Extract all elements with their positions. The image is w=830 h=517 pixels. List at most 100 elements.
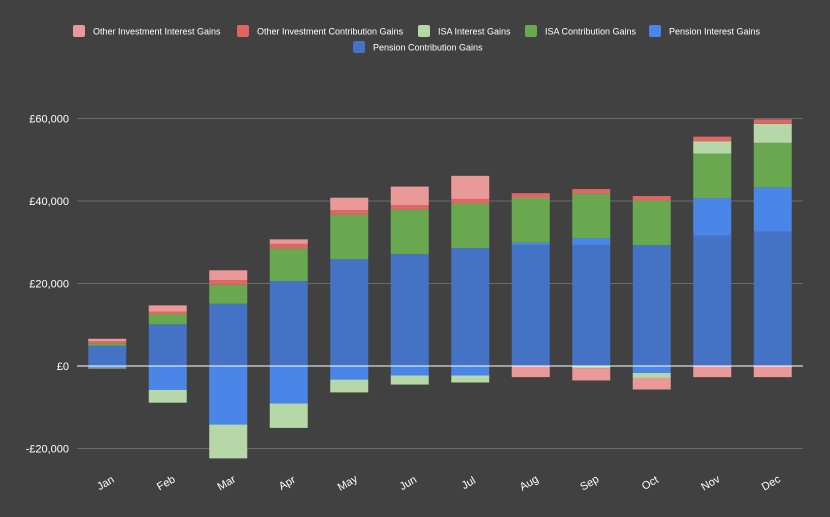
bar-isa-interest-gains-sep — [572, 366, 611, 369]
bar-isa-interest-gains-feb — [148, 389, 187, 403]
bar-pension-contribution-gains-sep — [572, 245, 611, 366]
bar-other-investment-contribution-gains-jan — [88, 341, 127, 344]
bar-isa-contribution-gains-aug — [511, 198, 550, 243]
legend-swatch — [649, 25, 661, 37]
legend-label: Other Investment Interest Gains — [93, 27, 221, 37]
x-category-label: Nov — [699, 473, 722, 493]
legend-item-other-investment-contribution-gains: Other Investment Contribution Gains — [237, 25, 404, 37]
gridlines — [77, 118, 803, 449]
bar-other-investment-interest-gains-aug — [511, 366, 550, 378]
bar-other-investment-contribution-gains-mar — [209, 280, 248, 285]
bar-pension-interest-gains-mar — [209, 366, 248, 425]
bar-other-investment-contribution-gains-aug — [511, 193, 550, 198]
legend-item-isa-interest-gains: ISA Interest Gains — [418, 25, 511, 37]
y-tick-label: £0 — [57, 361, 69, 373]
bar-pension-contribution-gains-apr — [269, 281, 308, 366]
bar-isa-contribution-gains-may — [330, 214, 369, 260]
bar-other-investment-interest-gains-jun — [390, 186, 429, 206]
bar-other-investment-contribution-gains-sep — [572, 189, 611, 194]
x-category-label: Dec — [760, 473, 783, 493]
bar-pension-interest-gains-dec — [753, 187, 792, 232]
bar-pension-contribution-gains-oct — [632, 245, 671, 366]
legend-label: ISA Interest Gains — [438, 27, 511, 37]
x-category-label: Jun — [398, 474, 419, 493]
bar-other-investment-interest-gains-nov — [693, 366, 732, 378]
bar-pension-interest-gains-jan — [88, 366, 127, 368]
bar-isa-interest-gains-may — [330, 379, 369, 393]
bar-pension-interest-gains-apr — [269, 366, 308, 404]
bar-isa-interest-gains-apr — [269, 403, 308, 428]
legend-item-other-investment-interest-gains: Other Investment Interest Gains — [73, 25, 221, 37]
x-category-label: Jul — [460, 475, 478, 492]
bar-isa-contribution-gains-dec — [753, 142, 792, 188]
bar-isa-contribution-gains-sep — [572, 193, 611, 239]
x-category-label: Mar — [216, 473, 239, 493]
x-category-label: May — [336, 473, 360, 494]
bar-isa-contribution-gains-jan — [88, 343, 127, 346]
bar-isa-interest-gains-oct — [632, 373, 671, 378]
bar-pension-interest-gains-may — [330, 366, 369, 380]
y-tick-label: £60,000 — [29, 114, 69, 126]
legend-swatch — [353, 41, 365, 53]
bar-other-investment-contribution-gains-jun — [390, 205, 429, 210]
legend-swatch — [73, 25, 85, 37]
bar-pension-contribution-gains-jan — [88, 345, 127, 366]
bar-pension-contribution-gains-jun — [390, 254, 429, 366]
bar-other-investment-interest-gains-oct — [632, 377, 671, 390]
bar-isa-contribution-gains-feb — [148, 314, 187, 325]
x-axis-categories: Jan Feb Mar Apr May Jun Jul Aug Sep Oct Nov Dec — [95, 473, 783, 494]
legend-label: ISA Contribution Gains — [545, 27, 637, 37]
bar-other-investment-interest-gains-dec — [753, 366, 792, 378]
legend-swatch — [525, 25, 537, 37]
legend-item-pension-contribution-gains: Pension Contribution Gains — [353, 41, 483, 53]
bar-pension-contribution-gains-aug — [511, 245, 550, 366]
bar-isa-interest-gains-jun — [390, 375, 429, 385]
bar-isa-interest-gains-dec — [753, 123, 792, 143]
bar-other-investment-contribution-gains-nov — [693, 136, 732, 142]
x-category-label: Jan — [95, 474, 116, 493]
x-category-label: Aug — [518, 473, 541, 493]
bar-isa-contribution-gains-jun — [390, 209, 429, 255]
bars — [88, 119, 792, 459]
legend-item-pension-interest-gains: Pension Interest Gains — [649, 25, 761, 37]
bar-other-investment-interest-gains-jan — [88, 338, 127, 342]
bar-other-investment-contribution-gains-dec — [753, 119, 792, 124]
legend-label: Pension Contribution Gains — [373, 43, 483, 53]
bar-other-investment-interest-gains-mar — [209, 270, 248, 281]
bar-pension-contribution-gains-mar — [209, 303, 248, 366]
bar-other-investment-contribution-gains-apr — [269, 243, 308, 249]
bar-pension-contribution-gains-jul — [451, 248, 490, 366]
bar-pension-contribution-gains-dec — [753, 231, 792, 366]
legend-swatch — [237, 25, 249, 37]
bar-pension-interest-gains-oct — [632, 366, 671, 374]
legend: Other Investment Interest Gains Other Inv… — [73, 25, 761, 53]
bar-pension-interest-gains-aug — [511, 242, 550, 246]
bar-other-investment-contribution-gains-jul — [451, 198, 490, 204]
y-tick-label: £40,000 — [29, 196, 69, 208]
bar-pension-contribution-gains-feb — [148, 324, 187, 366]
bar-other-investment-interest-gains-sep — [572, 368, 611, 381]
bar-pension-interest-gains-feb — [148, 366, 187, 390]
bar-isa-interest-gains-mar — [209, 424, 248, 459]
bar-pension-interest-gains-jul — [451, 366, 490, 376]
bar-pension-interest-gains-nov — [693, 198, 732, 236]
x-category-label: Apr — [277, 474, 298, 493]
bar-other-investment-interest-gains-apr — [269, 239, 308, 244]
bar-other-investment-contribution-gains-may — [330, 210, 369, 215]
x-category-label: Sep — [578, 473, 601, 493]
bar-pension-interest-gains-jun — [390, 366, 429, 376]
x-category-label: Feb — [155, 473, 177, 493]
bar-isa-contribution-gains-oct — [632, 200, 671, 246]
y-tick-label: -£20,000 — [26, 444, 69, 456]
bar-pension-contribution-gains-may — [330, 259, 369, 366]
bar-isa-contribution-gains-apr — [269, 248, 308, 282]
bar-isa-interest-gains-aug — [511, 197, 550, 199]
bar-other-investment-interest-gains-feb — [148, 305, 187, 312]
bar-isa-interest-gains-jul — [451, 375, 490, 383]
bar-other-investment-interest-gains-may — [330, 197, 369, 211]
legend-label: Other Investment Contribution Gains — [257, 27, 404, 37]
bar-isa-contribution-gains-mar — [209, 284, 248, 304]
bar-isa-contribution-gains-jul — [451, 203, 490, 249]
